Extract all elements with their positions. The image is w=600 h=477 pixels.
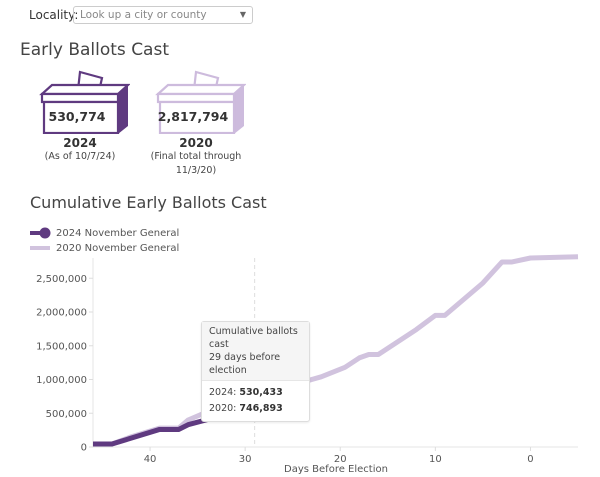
tooltip-2024-value: 530,433	[239, 387, 283, 398]
year-2020: 2020	[179, 136, 213, 150]
ballot-box-icon	[155, 70, 246, 134]
chart-title: Cumulative Early Ballots Cast	[30, 193, 267, 212]
x-tick-label: 30	[239, 454, 252, 465]
summary-title: Early Ballots Cast	[20, 40, 169, 60]
locality-label: Locality:	[29, 8, 79, 22]
tooltip: Cumulative ballots cast 29 days before e…	[201, 321, 310, 422]
ballots-2020-value: 2,817,794	[157, 109, 229, 124]
x-axis-label: Days Before Election	[284, 464, 388, 475]
legend-swatch-2024	[30, 227, 51, 239]
series-line-2020	[93, 254, 579, 447]
tooltip-2020-label: 2020:	[209, 403, 237, 414]
y-tick-label: 0	[81, 443, 87, 454]
locality-select[interactable]: Look up a city or county ▼	[73, 6, 253, 24]
y-tick-label: 2,000,000	[36, 308, 87, 319]
y-tick-label: 1,500,000	[36, 341, 87, 352]
ballot-box-2024: 530,774 2024 (As of 10/7/24)	[30, 68, 130, 164]
tooltip-title: Cumulative ballots cast	[209, 326, 298, 350]
tooltip-subtitle: 29 days before election	[209, 352, 281, 376]
y-tick-label: 2,500,000	[36, 274, 87, 285]
legend-label-2020: 2020 November General	[56, 242, 180, 254]
legend-item-2024[interactable]: 2024 November General	[30, 227, 179, 239]
y-tick-label: 1,000,000	[36, 375, 87, 386]
x-tick-label: 40	[144, 454, 157, 465]
legend-item-2020[interactable]: 2020 November General	[30, 242, 179, 254]
note-2024: (As of 10/7/24)	[44, 151, 116, 162]
note-2020: (Final total through 11/3/20)	[150, 151, 242, 176]
x-tick-label: 10	[429, 454, 442, 465]
x-tick-label: 0	[527, 454, 533, 465]
ballots-2024-value: 530,774	[48, 109, 106, 124]
year-2024: 2024	[63, 136, 97, 150]
legend-label-2024: 2024 November General	[56, 227, 180, 239]
tooltip-2024-label: 2024:	[209, 387, 237, 398]
ballot-box-2020: 2,817,794 2020 (Final total through 11/3…	[146, 68, 246, 178]
locality-placeholder: Look up a city or county	[80, 9, 207, 21]
tooltip-2020-value: 746,893	[239, 403, 283, 414]
x-tick-label: 20	[334, 454, 347, 465]
chevron-down-icon: ▼	[239, 10, 246, 19]
y-tick-label: 500,000	[46, 409, 87, 420]
ballot-box-icon	[39, 70, 130, 134]
legend-swatch-2020	[30, 246, 50, 250]
